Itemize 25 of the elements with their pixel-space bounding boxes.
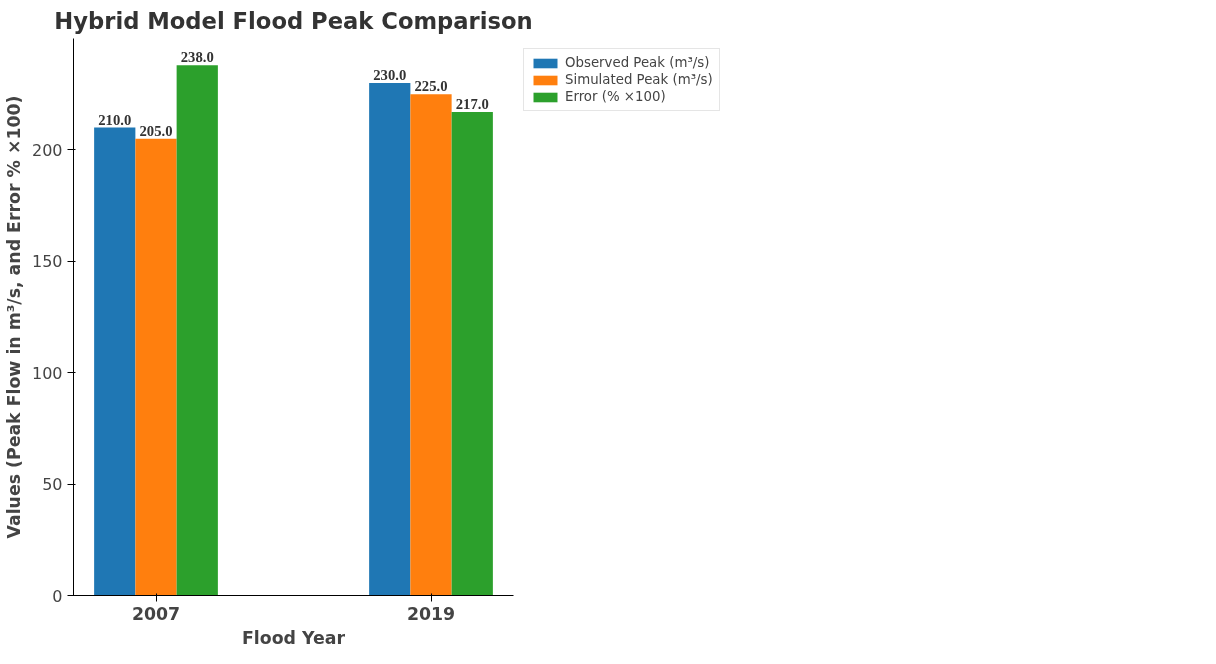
legend-label: Error (% ×100) (565, 89, 666, 104)
data-label: 205.0 (139, 122, 173, 139)
legend-label: Observed Peak (m³/s) (565, 55, 710, 70)
y-tick-label: 100 (31, 363, 63, 383)
bar (369, 83, 411, 596)
legend-label: Simulated Peak (m³/s) (565, 72, 713, 87)
y-tick-label: 0 (52, 586, 63, 606)
data-label: 225.0 (414, 78, 448, 95)
data-label: 217.0 (455, 96, 489, 113)
y-axis-title: Values (Peak Flow in m³/s, and Error % ×100) (3, 95, 24, 539)
bar (451, 112, 493, 596)
data-label: 230.0 (373, 67, 407, 84)
y-tick-label: 200 (31, 140, 63, 160)
bar (176, 65, 218, 596)
data-label: 238.0 (180, 49, 214, 66)
y-tick-label: 50 (42, 475, 63, 495)
chart-title: Hybrid Model Flood Peak Comparison (54, 7, 533, 34)
x-tick-label: 2019 (406, 603, 456, 624)
data-label: 210.0 (98, 111, 132, 128)
y-tick-label: 150 (31, 252, 63, 272)
bar (94, 127, 136, 596)
bar (135, 138, 177, 596)
bar (410, 94, 452, 596)
x-tick-label: 2007 (131, 603, 181, 624)
x-axis-title: Flood Year (242, 627, 346, 648)
